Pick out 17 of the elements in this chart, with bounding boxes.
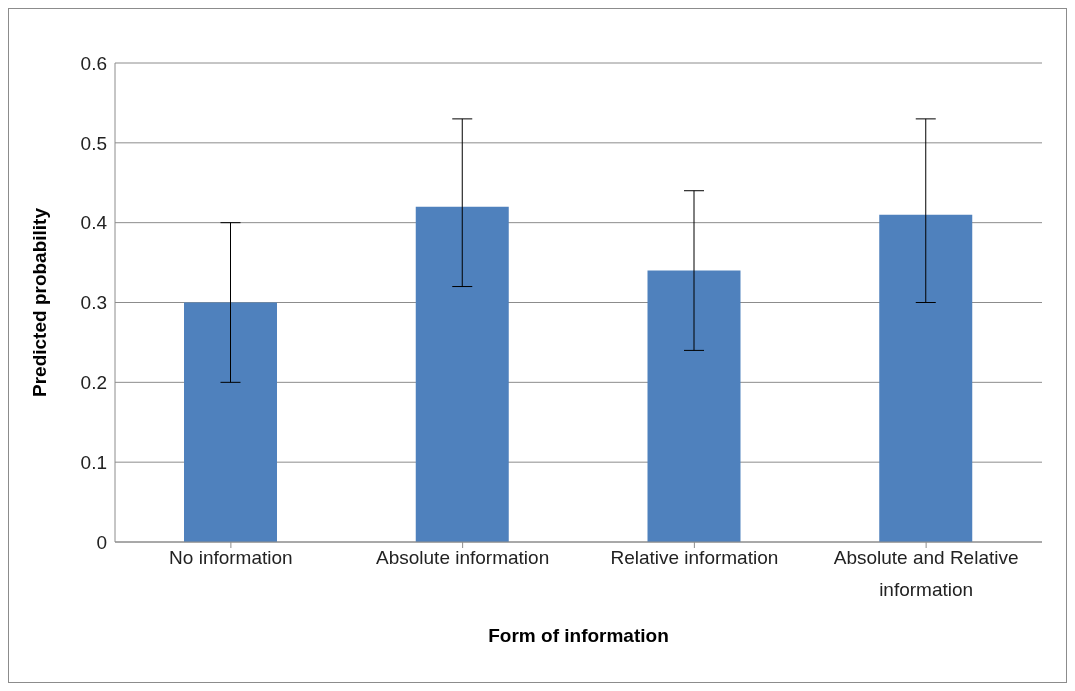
y-tick-label: 0 [96, 531, 107, 553]
x-tick-label: No information [169, 547, 293, 568]
y-tick-label: 0.2 [80, 372, 107, 394]
x-tick-label: Absolute information [376, 547, 550, 568]
y-tick-label: 0.1 [80, 451, 107, 473]
y-tick-label: 0.4 [80, 212, 108, 234]
x-axis-title: Form of information [488, 625, 669, 646]
y-tick-label: 0.3 [80, 292, 107, 314]
bar [184, 302, 277, 542]
bar [415, 206, 509, 542]
x-tick-label: Relative information [610, 547, 779, 568]
x-tick-label: Absolute and Relative information [833, 547, 1019, 600]
bar [647, 270, 741, 542]
y-tick-label: 0.5 [80, 132, 107, 154]
y-tick-label: 0.6 [80, 52, 107, 74]
y-axis-title: Predicted probability [28, 207, 50, 397]
bar [879, 214, 973, 542]
